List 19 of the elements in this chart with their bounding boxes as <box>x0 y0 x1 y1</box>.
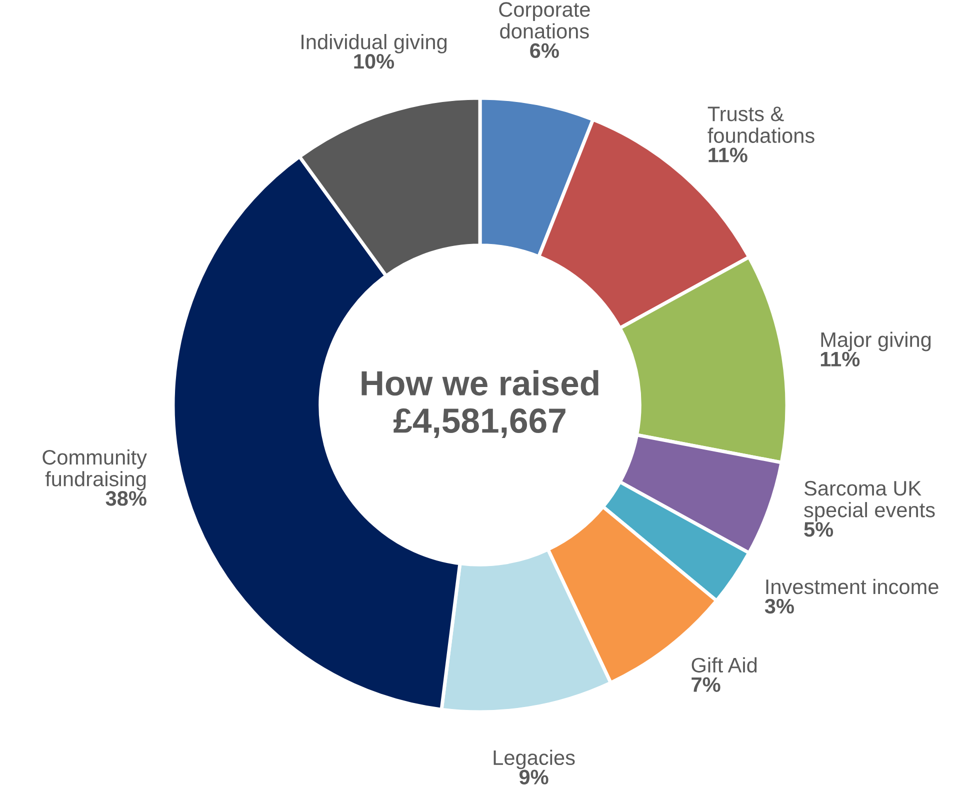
data-label: 6% <box>530 43 559 58</box>
data-label: 11% <box>820 352 860 366</box>
data-label: 10% <box>354 54 394 69</box>
data-label: 7% <box>692 677 720 692</box>
data-label: 9% <box>519 770 548 784</box>
slice-label: Major giving <box>821 332 931 352</box>
slice-label: Gift Aid <box>692 657 757 673</box>
slice-label: Investment income <box>766 578 938 594</box>
slice-label: Corporate donations <box>499 2 590 39</box>
slice-label: Sarcoma UK special events <box>804 480 935 522</box>
data-label: 3% <box>764 598 794 614</box>
slice-label: Community fundraising <box>42 449 147 491</box>
data-label: 5% <box>804 522 834 537</box>
text: How we raised £4,581,667 <box>362 370 598 438</box>
slice-label: Legacies <box>494 750 575 770</box>
slice-label: Individual giving <box>302 34 447 54</box>
data-label: 38% <box>106 491 146 506</box>
slice-label: Trusts & foundations <box>708 106 814 143</box>
data-label: 11% <box>708 148 748 162</box>
